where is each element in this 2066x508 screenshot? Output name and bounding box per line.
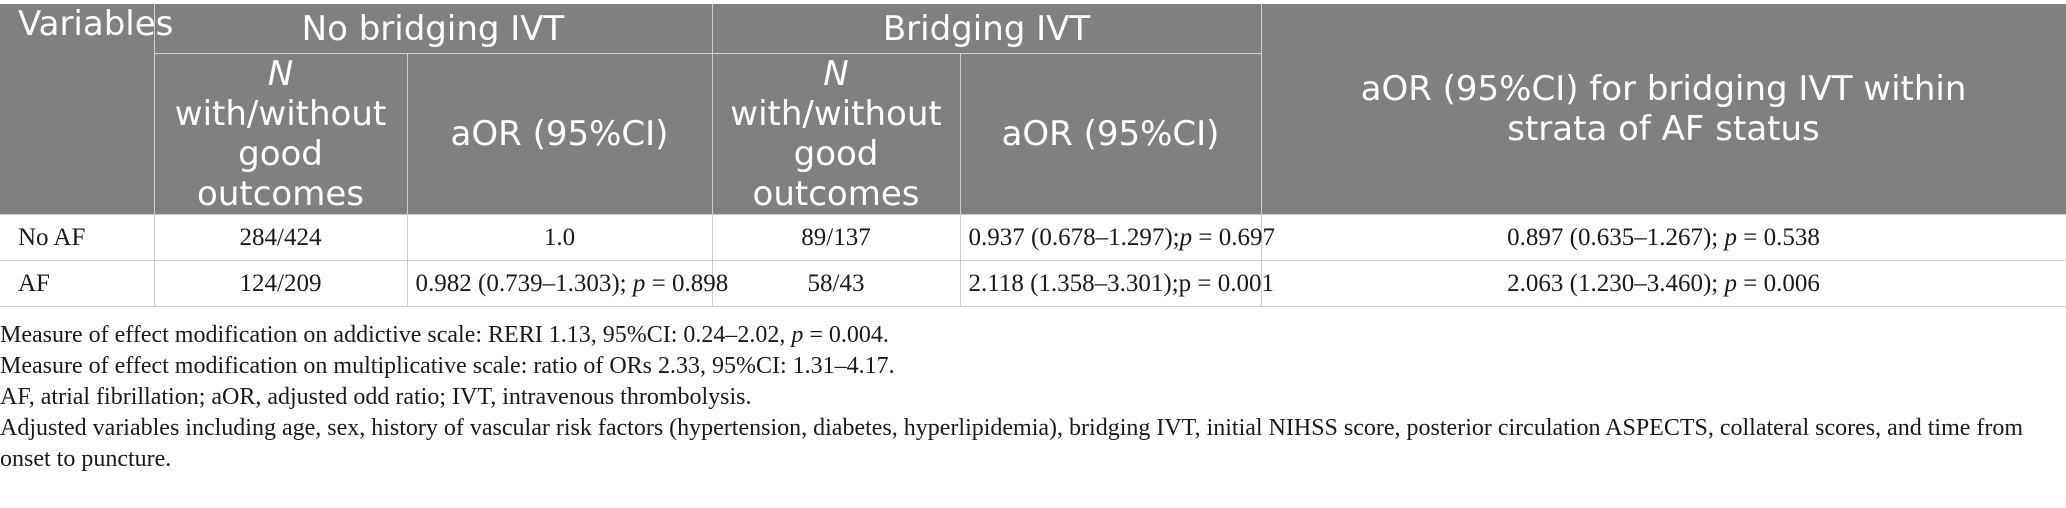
footnote-rer: Measure of effect modification on addict… [0, 322, 889, 348]
cell-no-bridging-n: 124/209 [153, 260, 407, 307]
header-bridging-aor: aOR (95%CI) [959, 53, 1262, 215]
cell-no-bridging-aor: 1.0 [406, 214, 712, 261]
table-footnotes: Measure of effect modification on addict… [0, 320, 2050, 475]
header-aor-strata: aOR (95%CI) for bridging IVT within stra… [1260, 4, 2066, 215]
cell-no-bridging-aor: 0.982 (0.739–1.303); p = 0.898 [406, 260, 728, 307]
header-variables: Variables [0, 4, 173, 215]
cell-bridging-aor: 0.937 (0.678–1.297);p = 0.697 [959, 214, 1275, 261]
header-no-bridging-aor: aOR (95%CI) [406, 53, 712, 215]
header-no-bridging-ivt: No bridging IVT [153, 4, 712, 54]
cell-no-bridging-n: 284/424 [153, 214, 407, 261]
cell-strata-aor: 2.063 (1.230–3.460); p = 0.006 [1260, 260, 2066, 307]
footnote-abbreviations: AF, atrial fibrillation; aOR, adjusted o… [0, 384, 752, 410]
table-row: No AF 284/424 1.0 89/137 0.937 (0.678–1.… [0, 214, 2066, 261]
header-n-rest: with/without good outcomes [730, 94, 942, 214]
cell-bridging-n: 89/137 [711, 214, 960, 261]
header-no-bridging-n: N with/without good outcomes [153, 53, 407, 215]
table-row: AF 124/209 0.982 (0.739–1.303); p = 0.89… [0, 260, 2066, 307]
cell-bridging-aor: 2.118 (1.358–3.301);p = 0.001 [959, 260, 1274, 307]
header-bridging-n: N with/without good outcomes [711, 53, 960, 215]
header-bridging-ivt: Bridging IVT [711, 4, 1262, 54]
results-table: Variables No bridging IVT Bridging IVT a… [0, 4, 2066, 307]
cell-strata-aor: 0.897 (0.635–1.267); p = 0.538 [1260, 214, 2066, 261]
header-row-2: N with/without good outcomes aOR (95%CI)… [0, 53, 2066, 215]
footnote-adjusted-variables: Adjusted variables including age, sex, h… [0, 415, 2024, 472]
footnote-multiplicative: Measure of effect modification on multip… [0, 353, 895, 379]
cell-bridging-n: 58/43 [711, 260, 960, 307]
header-n-rest: with/without good outcomes [174, 94, 387, 214]
cell-variable: No AF [0, 214, 154, 261]
cell-variable: AF [0, 260, 154, 307]
header-n-label: N [267, 54, 294, 94]
header-row-1: Variables No bridging IVT Bridging IVT a… [0, 4, 2066, 215]
header-n-label: N [823, 54, 849, 94]
